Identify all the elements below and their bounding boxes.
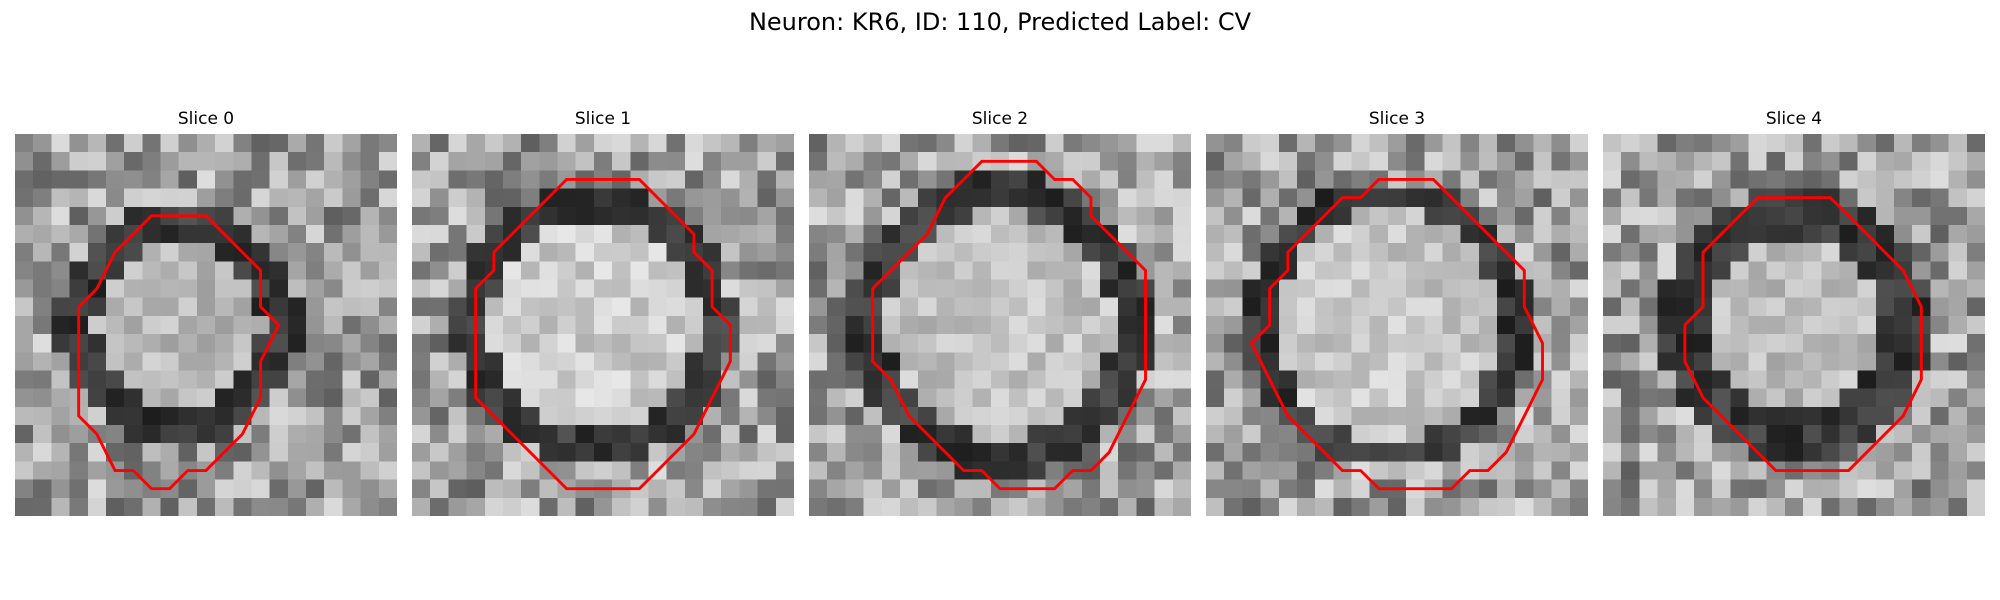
- slice-panel-1: Slice 1: [412, 108, 794, 518]
- segmentation-contour: [1683, 196, 1923, 472]
- figure-title: Neuron: KR6, ID: 110, Predicted Label: C…: [748, 8, 1252, 36]
- microscopy-slice-image: [1206, 134, 1588, 516]
- microscopy-slice-image: [809, 134, 1191, 516]
- microscopy-slice-image: [1603, 134, 1985, 516]
- slice-title: Slice 4: [1765, 109, 1823, 129]
- slice-title: Slice 0: [177, 109, 235, 129]
- microscopy-slice-image: [412, 134, 794, 516]
- segmentation-contour: [77, 214, 281, 491]
- segmentation-contour: [1249, 178, 1544, 491]
- microscopy-slice-image: [15, 134, 397, 516]
- slice-panel-3: Slice 3: [1206, 108, 1588, 518]
- slice-title: Slice 3: [1368, 109, 1426, 129]
- slice-panel-0: Slice 0: [15, 108, 397, 518]
- slice-title: Slice 1: [574, 109, 632, 129]
- slice-panel-4: Slice 4: [1603, 108, 1985, 518]
- segmentation-contour: [871, 159, 1147, 491]
- slice-panel-2: Slice 2: [809, 108, 1191, 518]
- slice-title: Slice 2: [971, 109, 1029, 129]
- segmentation-contour: [474, 178, 732, 491]
